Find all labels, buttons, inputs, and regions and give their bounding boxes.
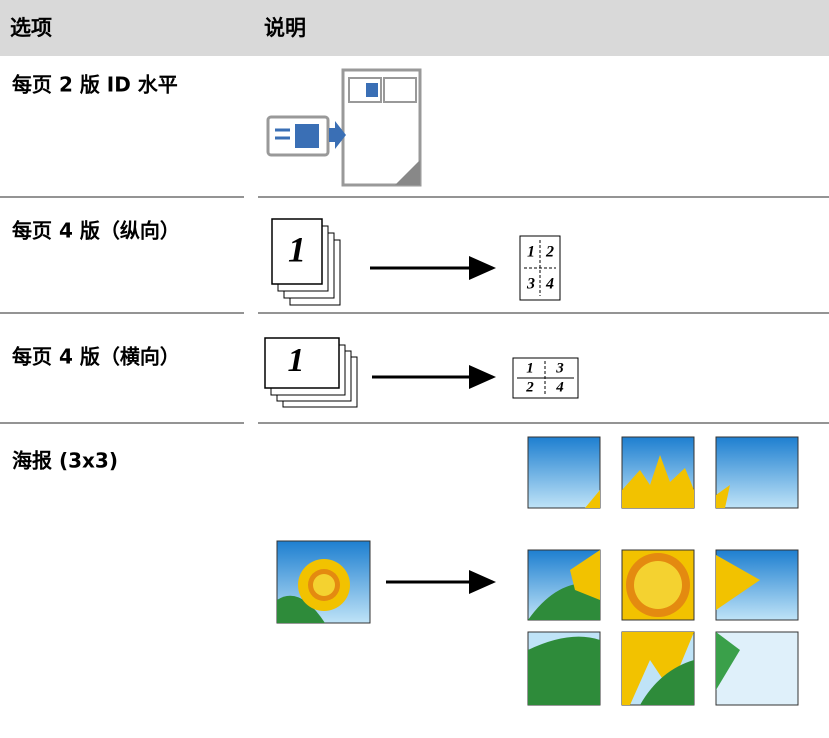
page-number: 2 xyxy=(525,379,534,395)
header-bar xyxy=(0,0,829,56)
header-cell: 说明 xyxy=(264,16,306,40)
landscape-illustration: 1 1 3 2 4 xyxy=(264,337,579,408)
option: 每页 4 版（横向） xyxy=(12,345,180,369)
header-cell: 选项 xyxy=(10,16,52,40)
page-number: 1 xyxy=(288,229,306,269)
page-number: 1 xyxy=(527,244,535,261)
page-number: 3 xyxy=(555,360,564,376)
page-number: 2 xyxy=(545,244,554,261)
option: 每页 4 版（纵向） xyxy=(12,219,180,243)
portrait-illustration: 1 1 2 3 4 xyxy=(271,218,561,306)
id-copy-illustration xyxy=(266,68,422,187)
option: 每页 2 版 ID 水平 xyxy=(12,73,178,97)
page-number: 3 xyxy=(526,276,535,293)
poster-illustration xyxy=(276,436,799,706)
page-number: 4 xyxy=(545,276,554,293)
page-number: 1 xyxy=(526,360,534,376)
separators xyxy=(0,196,829,424)
page-number: 1 xyxy=(288,342,305,379)
page-number: 4 xyxy=(555,379,564,395)
option: 海报 (3x3) xyxy=(12,449,118,473)
